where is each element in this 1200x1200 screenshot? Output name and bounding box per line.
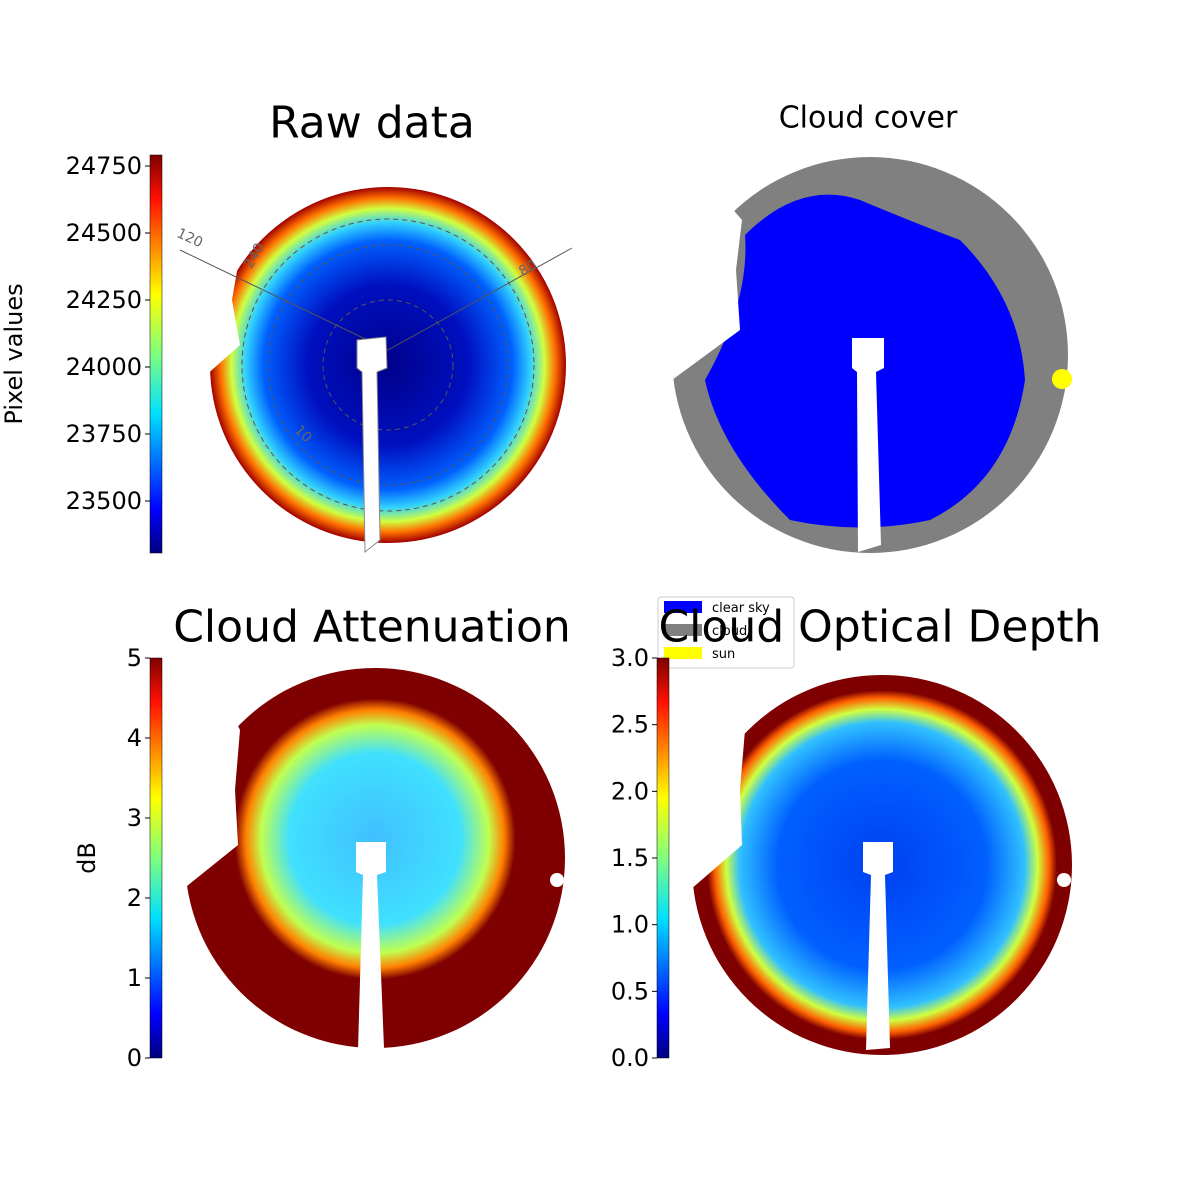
tick-label: 24750 <box>66 152 142 180</box>
raw-image <box>179 187 573 554</box>
tick-label: 1 <box>127 964 142 992</box>
colorbar <box>656 657 670 1059</box>
tick-label: 2.5 <box>611 711 649 739</box>
tick-label: 0.0 <box>611 1044 649 1072</box>
panel-title: Cloud Attenuation <box>173 601 571 652</box>
colorbar <box>149 154 163 554</box>
colorbar-label: dB <box>73 842 101 874</box>
attenuation-image <box>180 668 565 1050</box>
tick-label: 24000 <box>66 353 142 381</box>
tick-label: 4 <box>127 724 142 752</box>
cloud-cover-image <box>660 157 1068 553</box>
tick-label: 23750 <box>66 420 142 448</box>
tick-label: 24250 <box>66 286 142 314</box>
tick-label: 24500 <box>66 219 142 247</box>
tick-label: 1.5 <box>611 844 649 872</box>
legend-label: sun <box>712 647 735 662</box>
tick-label: 0 <box>127 1044 142 1072</box>
colorbar <box>149 657 163 1059</box>
panel-title: Raw data <box>269 97 475 148</box>
tick-label: 1.0 <box>611 911 649 939</box>
panel-title: Cloud cover <box>779 101 958 136</box>
colorbar-label: Pixel values <box>0 283 28 424</box>
tick-label: 0.5 <box>611 977 649 1005</box>
legend-label: cloud <box>712 624 747 639</box>
tick-label: 2 <box>127 884 142 912</box>
legend-swatch <box>664 647 702 659</box>
legend-swatch <box>664 624 702 636</box>
sun-marker <box>1052 369 1072 389</box>
tick-label: 5 <box>127 644 142 672</box>
tick-label: 3 <box>127 804 142 832</box>
legend-swatch <box>664 601 702 613</box>
legend-label: clear sky <box>712 601 770 616</box>
tick-label: 2.0 <box>611 777 649 805</box>
panel-title: Cloud Optical Depth <box>658 601 1101 652</box>
tick-label: 3.0 <box>611 644 649 672</box>
optical-depth-image <box>688 675 1072 1055</box>
tick-label: 23500 <box>66 487 142 515</box>
polar-label: 80 <box>516 257 539 280</box>
